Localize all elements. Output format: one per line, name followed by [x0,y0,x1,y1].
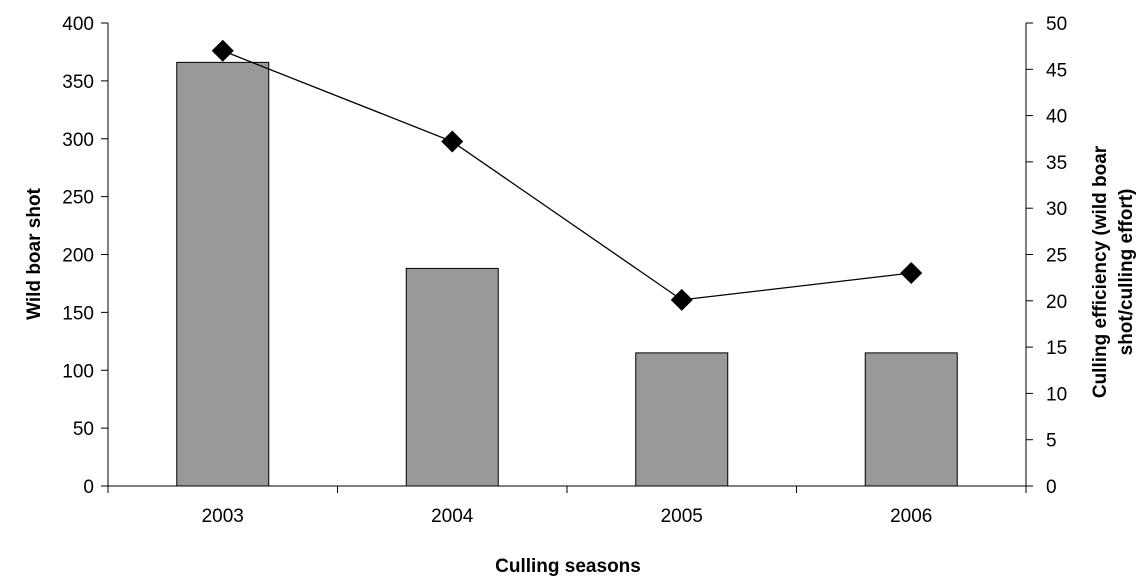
bar-2003 [176,61,270,487]
y-tick-label-50: 50 [73,419,94,440]
y-tick-label-250: 250 [62,188,94,209]
bar-2006 [864,352,958,487]
y-tick-label-400: 400 [62,14,94,35]
bar-2005 [635,352,729,487]
axes-layer [101,22,1033,493]
efficiency-marker-2003 [211,39,234,62]
y-tick-label-200: 200 [62,246,94,267]
line-layer [211,39,923,311]
y2-tick-label-20: 20 [1046,292,1067,313]
y2-tick-label-50: 50 [1046,14,1067,35]
y-tick-label-300: 300 [62,130,94,151]
x-tick-label-2006: 2006 [890,506,932,527]
y2-axis-title-line-1: Culling efficiency (wild boar [1090,145,1111,398]
y2-tick-label-5: 5 [1046,431,1057,452]
y2-tick-label-30: 30 [1046,199,1067,220]
y2-tick-label-40: 40 [1046,107,1067,128]
labels-layer: 0 50 100 150 200 250 300 350 400 0 5 10 15 20 25 30 35 40… [62,14,1067,527]
y2-tick-label-45: 45 [1046,60,1067,81]
y2-tick-label-15: 15 [1046,338,1067,359]
bars-layer [176,61,958,487]
bar-2004 [405,267,499,487]
efficiency-line [222,50,912,301]
y-tick-label-0: 0 [83,477,94,498]
y2-tick-label-10: 10 [1046,384,1067,405]
x-axis-title: Culling seasons [495,556,641,577]
efficiency-marker-2004 [441,130,464,153]
y-tick-label-100: 100 [62,361,94,382]
x-tick-label-2004: 2004 [431,506,474,527]
y2-tick-label-35: 35 [1046,153,1067,174]
x-tick-label-2005: 2005 [661,506,703,527]
efficiency-marker-2005 [670,288,693,311]
y2-tick-label-0: 0 [1046,477,1057,498]
y-tick-label-350: 350 [62,72,94,93]
y-tick-label-150: 150 [62,303,94,324]
y2-tick-label-25: 25 [1046,246,1067,267]
y-axis-title: Wild boar shot [24,187,45,319]
x-tick-label-2003: 2003 [202,506,244,527]
efficiency-marker-2006 [900,262,923,285]
y2-axis-title-line-2: shot/culling effort) [1116,189,1137,356]
